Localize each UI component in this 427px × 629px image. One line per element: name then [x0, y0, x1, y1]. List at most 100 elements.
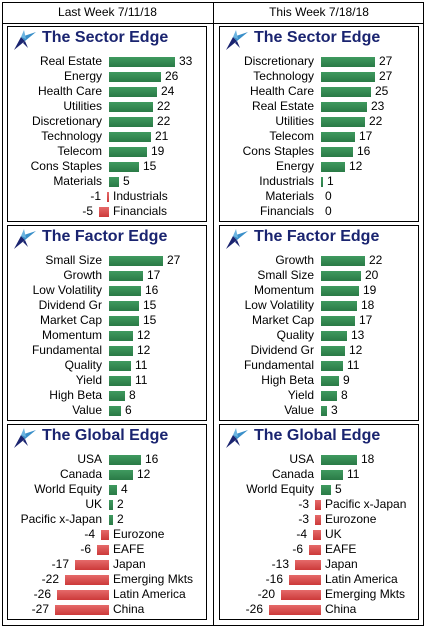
- category-label: Real Estate: [251, 99, 314, 113]
- edge-panel: The Factor Edge Growth 22 Small Size 20 Momen…: [219, 225, 419, 421]
- category-label: Emerging Mkts: [113, 572, 194, 586]
- data-label: 2: [117, 512, 124, 526]
- bar: [109, 376, 131, 386]
- category-label: Growth: [275, 253, 314, 267]
- category-label: Pacific x-Japan: [325, 497, 407, 511]
- data-label: 22: [157, 114, 171, 128]
- data-label: -17: [51, 557, 69, 571]
- bar: [109, 346, 133, 356]
- bar: [109, 87, 157, 97]
- category-label: Utilities: [63, 99, 102, 113]
- bar: [321, 301, 357, 311]
- category-label: Industrials: [113, 189, 168, 203]
- data-label: 17: [359, 313, 373, 327]
- edge-panel: The Factor Edge Small Size 27 Growth 17 Low V…: [7, 225, 207, 421]
- bar: [321, 406, 327, 416]
- category-label: World Equity: [34, 482, 102, 496]
- data-label: 3: [331, 403, 338, 417]
- bar: [109, 177, 119, 187]
- data-label: 13: [351, 328, 365, 342]
- data-label: -4: [296, 527, 307, 541]
- data-label: 12: [137, 467, 151, 481]
- data-label: -13: [271, 557, 289, 571]
- category-label: Latin America: [325, 572, 398, 586]
- column-header-last-week: Last Week 7/11/18: [2, 2, 213, 24]
- edge-panel: The Global Edge USA 16 Canada 12 World Equity…: [7, 424, 207, 620]
- data-label: 1: [327, 174, 334, 188]
- edge-panel: The Sector Edge Discretionary 27 Technology…: [219, 26, 419, 222]
- panel-title: The Sector Edge: [254, 29, 381, 46]
- category-label: Utilities: [275, 114, 314, 128]
- bar: [269, 605, 321, 615]
- bar: [321, 72, 375, 82]
- category-label: USA: [289, 452, 314, 466]
- category-label: Technology: [41, 129, 102, 143]
- bar: [281, 590, 321, 600]
- category-label: Cons Staples: [30, 159, 102, 173]
- category-label: High Beta: [261, 373, 314, 387]
- data-label: 22: [369, 114, 383, 128]
- data-label: -4: [84, 527, 95, 541]
- bar: [321, 162, 345, 172]
- data-label: 17: [147, 268, 161, 282]
- data-label: 27: [379, 69, 393, 83]
- category-label: Market Cap: [39, 313, 102, 327]
- data-label: 8: [129, 388, 136, 402]
- data-label: 15: [143, 159, 157, 173]
- category-label: Quality: [64, 358, 102, 372]
- bar: [321, 346, 345, 356]
- bar: [107, 192, 109, 202]
- category-label: Momentum: [253, 283, 314, 297]
- category-label: Industrials: [259, 174, 314, 188]
- bar: [321, 132, 355, 142]
- bar: [289, 575, 321, 585]
- data-label: -6: [292, 542, 303, 556]
- category-label: Eurozone: [325, 512, 377, 526]
- bar: [109, 271, 143, 281]
- data-label: -3: [298, 497, 309, 511]
- data-label: 4: [121, 482, 128, 496]
- data-label: 19: [151, 144, 165, 158]
- data-label: -27: [31, 602, 49, 616]
- compass-star-icon: [226, 428, 248, 448]
- category-label: USA: [77, 452, 102, 466]
- data-label: -6: [80, 542, 91, 556]
- category-label: Yield: [287, 388, 314, 402]
- category-label: China: [325, 602, 357, 616]
- data-label: 12: [137, 343, 151, 357]
- category-label: Technology: [253, 69, 314, 83]
- category-label: Telecom: [269, 129, 314, 143]
- category-label: Fundamental: [243, 358, 314, 372]
- category-label: UK: [85, 497, 102, 511]
- data-label: 33: [179, 54, 193, 68]
- bar: [309, 545, 321, 555]
- compass-star-icon: [14, 30, 36, 50]
- bar: [55, 605, 109, 615]
- data-label: -26: [245, 602, 263, 616]
- data-label: 24: [161, 84, 175, 98]
- bar: [321, 470, 343, 480]
- data-label: -3: [298, 512, 309, 526]
- category-label: Japan: [325, 557, 358, 571]
- edge-panel: The Sector Edge Real Estate 33 Energy 26 Heal…: [7, 26, 207, 222]
- bar: [57, 590, 109, 600]
- data-label: -1: [90, 189, 101, 203]
- data-label: 5: [335, 482, 342, 496]
- bar: [109, 72, 161, 82]
- category-label: Small Size: [257, 268, 314, 282]
- category-label: Energy: [63, 69, 102, 83]
- category-label: Latin America: [113, 587, 186, 601]
- bar: [109, 102, 153, 112]
- bar: [321, 455, 357, 465]
- data-label: 27: [379, 54, 393, 68]
- data-label: 15: [143, 313, 157, 327]
- bar: [321, 117, 365, 127]
- bar: [321, 391, 337, 401]
- category-label: Value: [284, 403, 314, 417]
- data-label: 12: [349, 159, 363, 173]
- data-label: 11: [347, 467, 360, 481]
- bar: [321, 57, 375, 67]
- category-label: EAFE: [113, 542, 145, 556]
- data-label: 26: [165, 69, 179, 83]
- bar: [109, 301, 139, 311]
